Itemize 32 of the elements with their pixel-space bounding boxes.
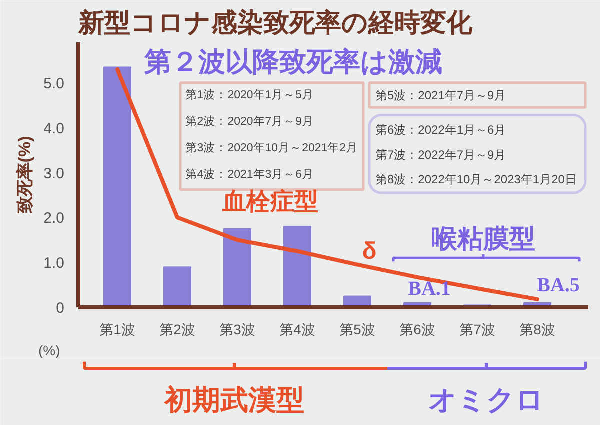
x-tick-label: 第3波 xyxy=(220,322,256,338)
annotation: 第8波：2022年10月～2023年1月20日 xyxy=(376,172,577,186)
annotation: 喉粘膜型 xyxy=(432,224,536,254)
annotation: 第2波：2020年7月～9月 xyxy=(185,115,314,128)
y-axis-title: 致死率(%) xyxy=(16,136,35,215)
x-tick-label: 第4波 xyxy=(280,322,316,338)
annotation: 第5波：2021年7月～9月 xyxy=(376,88,506,102)
x-tick-label: 第7波 xyxy=(460,322,496,338)
y-tick-label: 1.0 xyxy=(44,255,65,272)
annotation: δ xyxy=(362,238,377,265)
y-tick-label: 5.0 xyxy=(44,75,65,92)
annotation: 第7波：2022年7月～9月 xyxy=(376,148,506,162)
x-tick-label: 第1波 xyxy=(100,322,136,338)
y-tick-label: 2.0 xyxy=(44,210,65,228)
x-tick-label: 第2波 xyxy=(160,322,196,338)
x-tick-label: 第6波 xyxy=(400,322,436,338)
text: 初期武漢型 xyxy=(164,384,304,416)
annotation: 第4波：2021年3月～6月 xyxy=(185,168,314,181)
annotation: 血栓症型 xyxy=(222,188,318,216)
chart-subtitle: 第２波以降致死率は激減 xyxy=(144,46,442,77)
annotation: 第1波：2020年1月～5月 xyxy=(185,88,314,102)
y-tick-label: 0 xyxy=(56,300,64,317)
annotation: BA.5 xyxy=(537,274,580,296)
annotation: 第6波：2022年1月～6月 xyxy=(376,123,506,138)
annotation: 第3波：2020年10月～2021年2月 xyxy=(185,142,358,154)
y-tick-label: 4.0 xyxy=(44,120,65,138)
annotation: BA.1 xyxy=(408,278,451,300)
x-tick-label: 第5波 xyxy=(340,322,376,338)
chart-title: 新型コロナ感染致死率の経時変化 xyxy=(78,8,474,38)
x-tick-label: 第8波 xyxy=(520,322,556,338)
y-tick-label: 3.0 xyxy=(44,165,65,182)
text: オミクロ xyxy=(428,384,544,416)
